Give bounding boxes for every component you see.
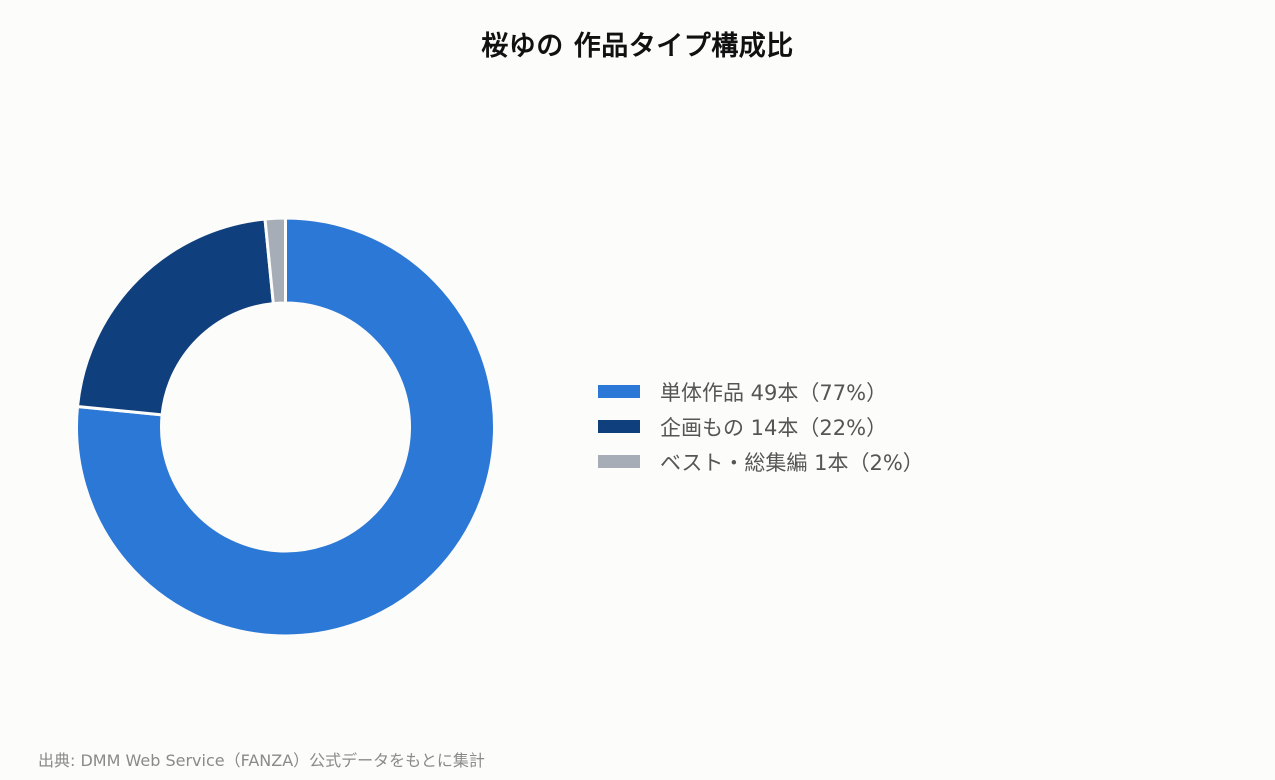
chart-legend: 単体作品 49本（77%） 企画もの 14本（22%） ベスト・総集編 1本（2%） (598, 374, 924, 479)
source-note: 出典: DMM Web Service（FANZA）公式データをもとに集計 (38, 751, 485, 770)
donut-slice-1 (75, 216, 496, 638)
donut-slice-3 (263, 216, 287, 306)
legend-swatch (598, 455, 640, 468)
legend-label: 単体作品 49本（77%） (660, 380, 888, 405)
legend-label: 企画もの 14本（22%） (660, 415, 888, 440)
legend-item: ベスト・総集編 1本（2%） (598, 444, 924, 479)
legend-swatch (598, 385, 640, 398)
legend-label: ベスト・総集編 1本（2%） (660, 450, 924, 475)
legend-item: 企画もの 14本（22%） (598, 409, 924, 444)
donut-chart (75, 216, 496, 638)
donut-slice-2 (75, 217, 275, 417)
legend-item: 単体作品 49本（77%） (598, 374, 924, 409)
legend-swatch (598, 420, 640, 433)
chart-title: 桜ゆの 作品タイプ構成比 (481, 31, 794, 62)
